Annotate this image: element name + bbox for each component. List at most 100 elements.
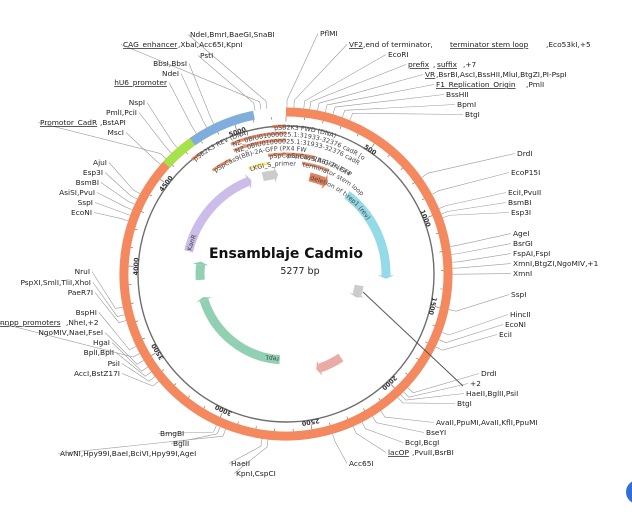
enzyme-label[interactable]: hU6_promoter xyxy=(114,78,168,87)
enzyme-label[interactable]: MscI xyxy=(108,128,124,137)
enzyme-label[interactable]: HaeII xyxy=(231,459,250,468)
enzyme-label[interactable]: PstI xyxy=(200,51,213,60)
enzyme-label[interactable]: PflMI xyxy=(320,29,338,38)
enzyme-label[interactable]: suffix xyxy=(437,60,458,69)
enzyme-label[interactable]: SspI xyxy=(511,290,526,299)
enzyme-label[interactable]: BsrGI xyxy=(513,239,533,248)
leader-line xyxy=(380,410,435,423)
enzyme-label[interactable]: lacOP xyxy=(388,448,409,457)
enzyme-label[interactable]: ,PvuII,BsrBI xyxy=(412,448,454,457)
enzyme-label[interactable]: HaeII,BglII,PsiI xyxy=(466,389,518,398)
enzyme-label[interactable]: ,PmlI xyxy=(526,80,544,89)
enzyme-label[interactable]: ,+7 xyxy=(463,60,477,69)
enzyme-label[interactable]: BssHII xyxy=(446,90,469,99)
enzyme-label[interactable]: PspXI,SmlI,TliI,XhoI xyxy=(20,278,91,287)
enzyme-label[interactable]: ,end of terminator, xyxy=(363,40,433,49)
enzyme-label[interactable]: BglII xyxy=(173,439,189,448)
enzyme-label[interactable]: Promotor_CadR xyxy=(40,118,97,127)
enzyme-label[interactable]: prefix xyxy=(408,60,430,69)
enzyme-label[interactable]: HgaI xyxy=(93,338,110,347)
tick-mark xyxy=(237,421,239,425)
enzyme-label[interactable]: ,BsrBI,AscI,BssHII,MluI,BtgZI,PI-PspI xyxy=(436,70,567,79)
enzyme-label[interactable]: NgoMIV,NaeI,FseI xyxy=(38,328,103,337)
enzyme-label[interactable]: XmnI xyxy=(513,269,532,278)
feature-10[interactable]: KanR xyxy=(184,173,306,253)
enzyme-label[interactable]: AlwNI,Hpy99I,BaeI,BciVI,Hpy99I,AgeI xyxy=(60,449,196,458)
feature-16[interactable] xyxy=(261,166,278,183)
enzyme-label[interactable]: F1_Replication_Origin xyxy=(436,80,516,89)
enzyme-label[interactable]: BbsI,BbsI xyxy=(153,59,187,68)
enzyme-label[interactable]: PsiI xyxy=(108,359,120,368)
enzyme-label[interactable]: ,BstAPI xyxy=(100,118,126,127)
feature-1[interactable]: NZ_0BIU01000025.1:31933-32376 cadR [orga… xyxy=(0,0,366,162)
enzyme-label[interactable]: EciI xyxy=(499,330,512,339)
enzyme-label[interactable]: BseYI xyxy=(426,428,446,437)
enzyme-label[interactable]: EcoP15I xyxy=(511,168,540,177)
enzyme-label[interactable]: HincII xyxy=(510,310,531,319)
enzyme-label[interactable]: BspHI xyxy=(76,308,97,317)
enzyme-label[interactable]: DrdI xyxy=(481,369,496,378)
enzyme-label[interactable]: PaeR7I xyxy=(68,288,93,297)
enzyme-label[interactable]: BtgI xyxy=(457,399,472,408)
enzyme-label[interactable]: AgeI xyxy=(513,229,529,238)
enzyme-label[interactable]: NruI xyxy=(75,267,90,276)
enzyme-label[interactable]: BpmI xyxy=(457,100,476,109)
enzyme-label[interactable]: EcoNI xyxy=(71,208,92,217)
enzyme-label[interactable]: BmgBI xyxy=(160,429,184,438)
enzyme-label[interactable]: KpnI,CspCI xyxy=(236,469,276,478)
leader-line xyxy=(0,322,140,358)
enzyme-label[interactable]: , xyxy=(433,60,435,69)
enzyme-label[interactable]: SspI xyxy=(78,198,93,207)
enzyme-label[interactable]: AccI,BstZ17I xyxy=(74,369,120,378)
enzyme-label[interactable]: ,NheI,+2 xyxy=(66,318,99,327)
enzyme-label[interactable]: CAG_enhancer xyxy=(123,40,178,49)
feature-4[interactable]: pSpCas9(BB)-2A-GFP (PX4 FWD (DNA) xyxy=(0,0,308,174)
feature-13[interactable] xyxy=(192,261,209,281)
enzyme-label[interactable]: BcgI,BcgI xyxy=(405,438,439,447)
feature-arrowhead xyxy=(192,261,209,266)
enzyme-label[interactable]: BplI,BplI xyxy=(84,348,114,357)
enzyme-label[interactable]: BtgI xyxy=(465,110,480,119)
tick-label: 1000 xyxy=(418,209,432,229)
enzyme-label[interactable]: ,XbaI,Acc65I,KpnI xyxy=(178,40,243,49)
tick-mark xyxy=(412,182,415,185)
enzyme-label[interactable]: EcoNI xyxy=(505,320,526,329)
enzyme-label[interactable]: BsmBI xyxy=(76,178,99,187)
enzyme-label[interactable]: PmlI,PciI xyxy=(106,108,137,117)
feature-2[interactable]: NZ_0BIU01000025.1:31933-32376 cadR [orga… xyxy=(0,0,363,168)
feature-14[interactable] xyxy=(316,353,344,376)
enzyme-label[interactable]: +2 xyxy=(470,379,481,388)
enzyme-label[interactable]: AjuI xyxy=(93,158,107,167)
enzyme-label[interactable]: terminator stem loop xyxy=(450,40,529,49)
enzyme-label[interactable]: VR xyxy=(425,70,435,79)
tick-mark xyxy=(425,341,428,344)
feature-12[interactable]: repL xyxy=(196,250,281,365)
enzyme-label[interactable]: ,Eco53kI,+5 xyxy=(546,40,591,49)
enzyme-label[interactable]: VF2 xyxy=(349,40,363,49)
enzyme-label[interactable]: NspI xyxy=(129,98,145,107)
enzyme-label[interactable]: EciI,PvuII xyxy=(508,188,541,197)
leader-line xyxy=(188,63,215,125)
enzyme-label[interactable]: FspAI,FspI xyxy=(513,249,550,258)
enzyme-label[interactable]: DrdI xyxy=(517,149,532,158)
enzyme-label[interactable]: AsiSI,PvuI xyxy=(59,188,95,197)
feature-15[interactable] xyxy=(349,284,365,298)
enzyme-label[interactable]: BsmBI xyxy=(508,198,531,207)
enzyme-label[interactable]: XmnI,BtgZI,NgoMIV,+1 xyxy=(513,259,599,268)
enzyme-label[interactable]: EcoRI xyxy=(388,50,409,59)
enzyme-label[interactable]: nnpp_promoters xyxy=(0,318,61,327)
plasmid-length: 5277 bp xyxy=(280,266,319,277)
enzyme-label[interactable]: AvaII,PpuMI,AvaII,KflI,PpuMI xyxy=(436,418,538,427)
leader-line xyxy=(435,334,498,351)
enzyme-label[interactable]: NdeI,BmrI,BaeGI,SnaBI xyxy=(190,30,275,39)
leader-line xyxy=(91,271,123,309)
enzyme-label[interactable]: Acc65I xyxy=(349,459,374,468)
tick-mark xyxy=(142,337,145,340)
enzyme-label[interactable]: Esp3I xyxy=(83,168,103,177)
enzyme-label[interactable]: Esp3I xyxy=(511,208,531,217)
leader-line xyxy=(397,397,456,404)
floating-action-button[interactable] xyxy=(626,480,632,504)
enzyme-label[interactable]: NdeI xyxy=(162,69,179,78)
